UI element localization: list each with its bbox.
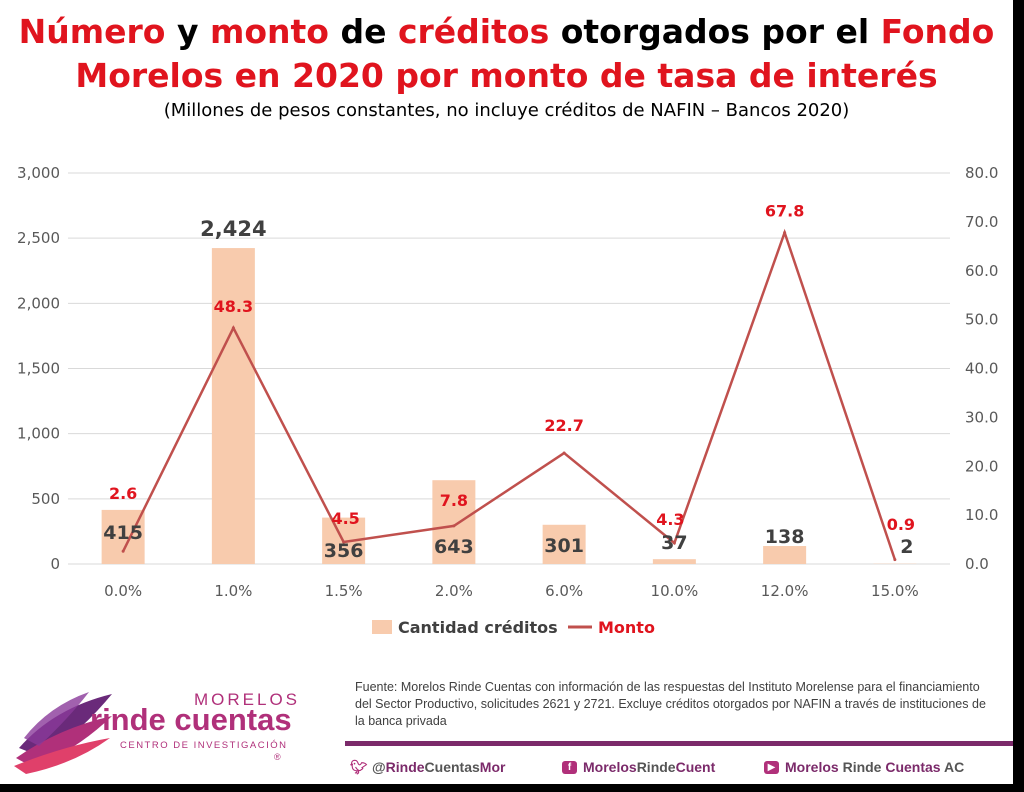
line-value-label: 4.5	[331, 509, 359, 528]
right-tick-label: 30.0	[965, 408, 998, 426]
bar-value-label: 415	[103, 522, 143, 544]
right-axis-ticks: 0.0 10.0 20.0 30.0 40.0 50.0 60.0 70.0 80.0	[965, 164, 998, 573]
facebook-icon: f	[562, 760, 577, 774]
line-point	[342, 540, 346, 544]
logo-main-text: rinde cuentas	[90, 702, 292, 737]
line-point	[231, 326, 235, 330]
title-segment: de	[328, 12, 398, 51]
right-tick-label: 80.0	[965, 164, 998, 182]
x-tick-label: 0.0%	[104, 582, 142, 600]
bar-value-label: 356	[324, 540, 364, 562]
title-segment: monto	[209, 12, 329, 51]
logo-sub-text: CENTRO DE INVESTIGACIÓN	[120, 740, 288, 751]
line-value-label: 22.7	[544, 416, 583, 435]
title-segment: Fondo	[880, 12, 995, 51]
right-tick-label: 70.0	[965, 213, 998, 231]
left-tick-label: 500	[31, 490, 60, 508]
line-path	[122, 228, 897, 561]
left-axis-ticks: 0 500 1,000 1,500 2,000 2,500 3,000	[17, 164, 60, 573]
line-value-label: 7.8	[440, 491, 468, 510]
bar-value-label: 2,424	[200, 217, 266, 241]
chart-title-line-2: Morelos en 2020 por monto de tasa de int…	[0, 56, 1013, 96]
legend-swatch-bar	[372, 620, 392, 634]
social-facebook[interactable]: f MorelosRindeCuent	[562, 759, 715, 775]
youtube-icon: ▶	[764, 760, 779, 774]
left-tick-label: 2,000	[17, 294, 60, 312]
chart-title-line-1: Número y monto de créditos otorgados por…	[0, 12, 1013, 52]
twitter-icon: 🐦︎	[350, 758, 368, 775]
facebook-handle: MorelosRindeCuent	[583, 759, 716, 775]
social-youtube[interactable]: ▶ Morelos Rinde Cuentas AC	[764, 759, 964, 775]
bar	[763, 546, 807, 564]
line-point	[783, 231, 787, 235]
line-value-label: 67.8	[765, 202, 804, 221]
line-value-label: 48.3	[214, 297, 253, 316]
left-tick-label: 3,000	[17, 164, 60, 182]
line-point	[562, 451, 566, 455]
data-labels: 415 2,424 356 643 301 37 138 2 2.6 48.3 4.5 7.8 22.7…	[103, 202, 915, 562]
youtube-handle: Morelos Rinde Cuentas AC	[785, 759, 965, 775]
bar-value-label: 138	[765, 526, 805, 548]
x-tick-label: 12.0%	[761, 582, 809, 600]
legend-label-line: Monto	[598, 618, 655, 637]
right-tick-label: 50.0	[965, 311, 998, 329]
bars-series	[101, 248, 917, 564]
bar-value-label: 2	[900, 536, 913, 558]
right-tick-label: 20.0	[965, 457, 998, 475]
title-segment: Número	[18, 12, 166, 51]
chart-subtitle: (Millones de pesos constantes, no incluy…	[163, 100, 850, 121]
social-twitter[interactable]: 🐦︎ @RindeCuentasMor	[350, 759, 505, 775]
left-tick-label: 1,500	[17, 360, 60, 378]
bar-value-label: 37	[661, 532, 687, 554]
title-segment: otorgados por el	[549, 12, 881, 51]
bar	[542, 524, 586, 564]
line-series	[121, 228, 897, 562]
bar	[432, 480, 476, 564]
right-tick-label: 40.0	[965, 360, 998, 378]
x-tick-label: 15.0%	[871, 582, 919, 600]
left-tick-label: 0	[50, 555, 60, 573]
source-note: Fuente: Morelos Rinde Cuentas con inform…	[355, 680, 986, 728]
chart-title-line-2-text: Morelos en 2020 por monto de tasa de int…	[75, 56, 938, 95]
x-tick-label: 6.0%	[545, 582, 583, 600]
x-axis-ticks: 0.0% 1.0% 1.5% 2.0% 6.0% 10.0% 12.0% 15.0%	[104, 582, 919, 600]
logo-top-text: MORELOS	[194, 690, 301, 709]
right-tick-label: 60.0	[965, 262, 998, 280]
logo: MORELOS rinde cuentas CENTRO DE INVESTIG…	[14, 686, 314, 776]
legend: Cantidad créditos Monto	[372, 618, 655, 637]
bar	[211, 248, 255, 564]
left-tick-label: 2,500	[17, 229, 60, 247]
right-tick-label: 10.0	[965, 506, 998, 524]
bar-value-label: 301	[544, 535, 584, 557]
title-segment: y	[165, 12, 210, 51]
legend-label-bar: Cantidad créditos	[398, 618, 558, 637]
x-tick-label: 2.0%	[435, 582, 473, 600]
line-point	[672, 541, 676, 545]
line-point	[452, 524, 456, 528]
footer-divider	[345, 741, 1013, 746]
x-tick-label: 1.0%	[214, 582, 252, 600]
bar	[101, 509, 145, 564]
line-value-label: 2.6	[109, 484, 137, 503]
title-segment: créditos	[397, 12, 550, 51]
right-tick-label: 0.0	[965, 555, 989, 573]
x-tick-label: 10.0%	[651, 582, 699, 600]
x-tick-label: 1.5%	[325, 582, 363, 600]
line-value-label: 4.3	[656, 510, 684, 529]
line-point	[121, 549, 125, 553]
bar	[652, 559, 696, 564]
logo-registered-mark: ®	[274, 752, 281, 762]
logo-feather-mark	[14, 692, 112, 774]
twitter-handle: @RindeCuentasMor	[372, 759, 506, 775]
bar-value-label: 643	[434, 536, 474, 558]
line-value-label: 0.9	[887, 515, 915, 534]
infographic-card: Número y monto de créditos otorgados por…	[0, 0, 1013, 784]
line-point	[893, 558, 897, 562]
left-tick-label: 1,000	[17, 425, 60, 443]
